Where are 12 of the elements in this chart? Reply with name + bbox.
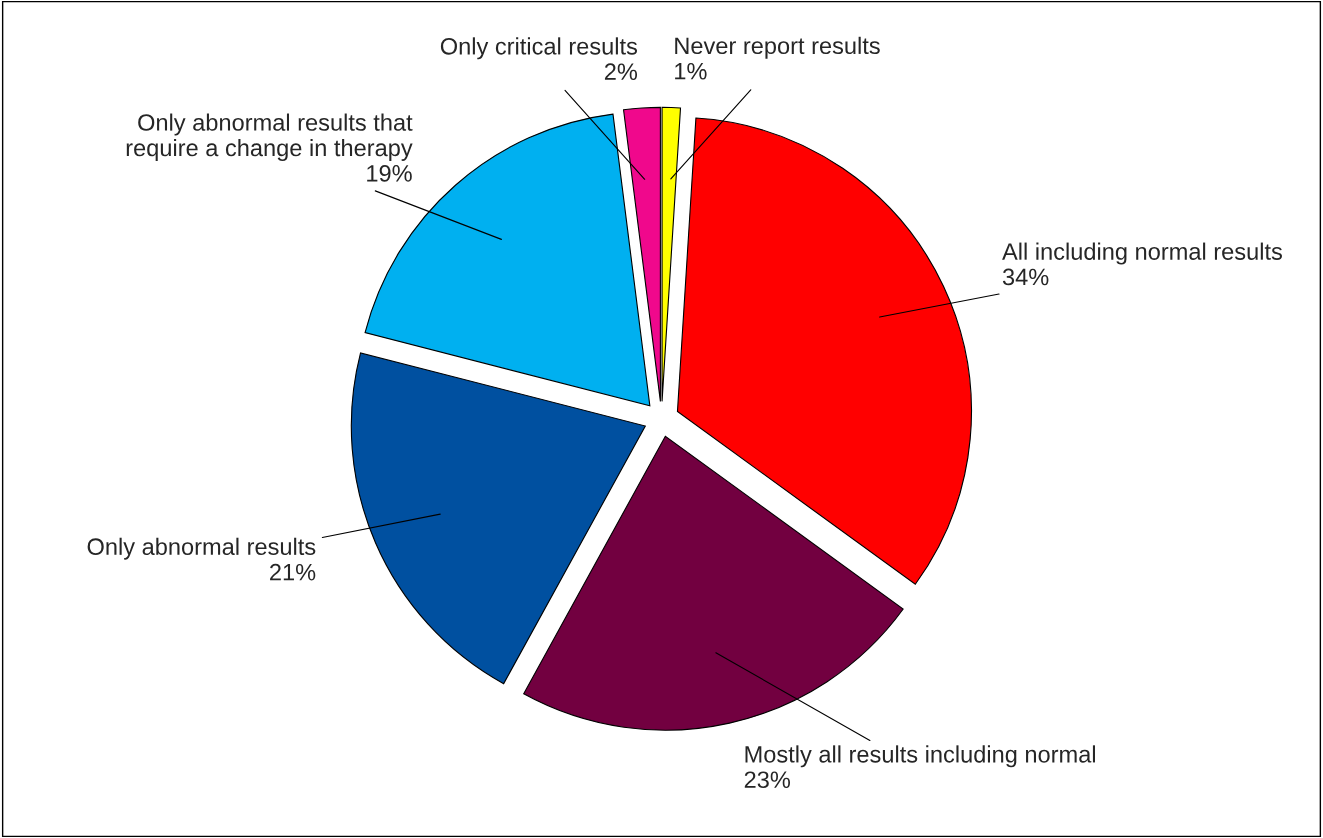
slice-label: Only abnormal results that require a change in therapy xyxy=(126,113,413,161)
data-label: 21% xyxy=(270,563,316,581)
data-label: 1% xyxy=(675,62,707,80)
data-label: 2% xyxy=(604,63,638,80)
slice-label: Only abnormal results xyxy=(87,537,316,560)
slice-label: All including normal results xyxy=(1002,242,1282,265)
slice-label: Mostly all results including normal xyxy=(745,745,1095,768)
slice-label: Never report results xyxy=(675,36,880,59)
data-label: 34% xyxy=(1002,268,1049,286)
slice-label: Only critical results xyxy=(440,37,638,60)
data-label: 19% xyxy=(367,165,412,182)
data-label: 23% xyxy=(744,771,791,789)
